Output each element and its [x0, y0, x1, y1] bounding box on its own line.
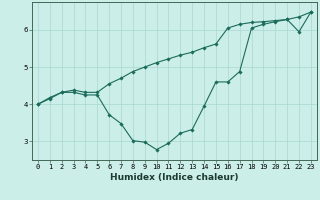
- X-axis label: Humidex (Indice chaleur): Humidex (Indice chaleur): [110, 173, 239, 182]
